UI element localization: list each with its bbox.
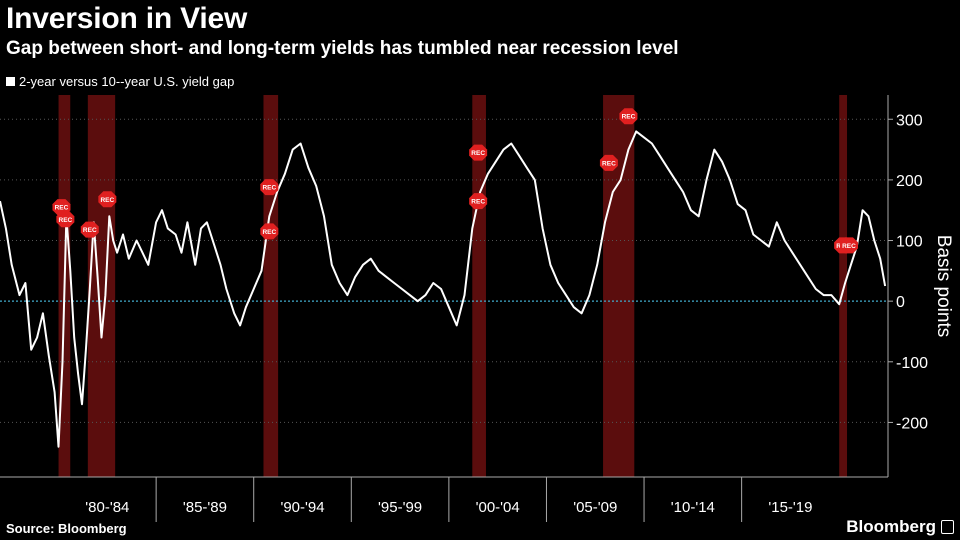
rec-marker-label: REC <box>262 185 276 192</box>
recession-band <box>87 95 116 477</box>
rec-marker-label: REC <box>471 150 485 157</box>
bloomberg-mark-icon <box>941 520 954 534</box>
y-tick-label: -100 <box>896 355 928 372</box>
rec-marker-label: REC <box>602 160 616 167</box>
rec-marker-label: REC <box>100 197 114 204</box>
rec-marker: REC <box>80 221 99 238</box>
legend: 2-year versus 10--year U.S. yield gap <box>6 74 234 89</box>
brand-logo-text: Bloomberg <box>846 517 936 536</box>
rec-marker-badge <box>469 144 488 161</box>
rec-marker: REC <box>839 237 858 254</box>
rec-marker-badge <box>52 199 71 216</box>
legend-swatch <box>6 77 15 86</box>
y-tick-label: 100 <box>896 234 923 251</box>
rec-marker-label: REC <box>471 199 485 206</box>
recession-band <box>472 95 486 477</box>
rec-marker-badge <box>839 237 858 254</box>
legend-label: 2-year versus 10--year U.S. yield gap <box>19 74 235 89</box>
y-tick-label: 200 <box>896 173 923 190</box>
recession-band <box>839 95 848 477</box>
rec-marker: REC <box>469 144 488 161</box>
x-tick-label: '85-'89 <box>183 499 227 516</box>
rec-marker-badge <box>56 211 75 228</box>
rec-marker-label: REC <box>622 114 636 121</box>
source-note: Source: Bloomberg <box>6 521 127 536</box>
rec-marker-badge <box>80 221 99 238</box>
rec-marker-badge <box>260 179 279 196</box>
y-tick-label: 300 <box>896 112 923 129</box>
rec-marker: REC <box>260 179 279 196</box>
y-tick-label: -200 <box>896 415 928 432</box>
y-tick-label: 0 <box>896 294 905 311</box>
rec-marker-badge <box>619 108 638 125</box>
yield-gap-line <box>0 130 887 448</box>
x-tick-label: '15-'19 <box>768 499 812 516</box>
x-tick-label: '90-'94 <box>280 499 324 516</box>
rec-marker: REC <box>56 211 75 228</box>
rec-marker: REC <box>52 199 71 216</box>
rec-marker: REC <box>619 108 638 125</box>
recession-band <box>603 95 635 477</box>
y-axis-label: Basis points <box>933 235 954 337</box>
rec-marker: REC <box>98 191 117 208</box>
rec-marker: REC <box>599 154 618 171</box>
x-tick-label: '80-'84 <box>85 499 129 516</box>
rec-marker-label: REC <box>55 205 69 212</box>
rec-marker: REC <box>260 223 279 240</box>
rec-marker-label: REC <box>59 217 73 224</box>
rec-marker-badge <box>599 154 618 171</box>
x-tick-label: '10-'14 <box>671 499 715 516</box>
rec-marker-label: REC <box>842 243 856 250</box>
chart-title: Inversion in View <box>6 2 248 35</box>
rec-marker: REC <box>469 193 488 210</box>
rec-marker-label: REC <box>262 229 276 236</box>
rec-marker-badge <box>469 193 488 210</box>
rec-marker-badge <box>260 223 279 240</box>
x-tick-label: '00-'04 <box>476 499 520 516</box>
chart-subtitle: Gap between short- and long-term yields … <box>6 38 679 59</box>
x-tick-label: '95-'99 <box>378 499 422 516</box>
recession-band <box>263 95 279 477</box>
rec-marker-badge <box>98 191 117 208</box>
x-tick-label: '05-'09 <box>573 499 617 516</box>
rec-marker-label: REC <box>83 227 97 234</box>
